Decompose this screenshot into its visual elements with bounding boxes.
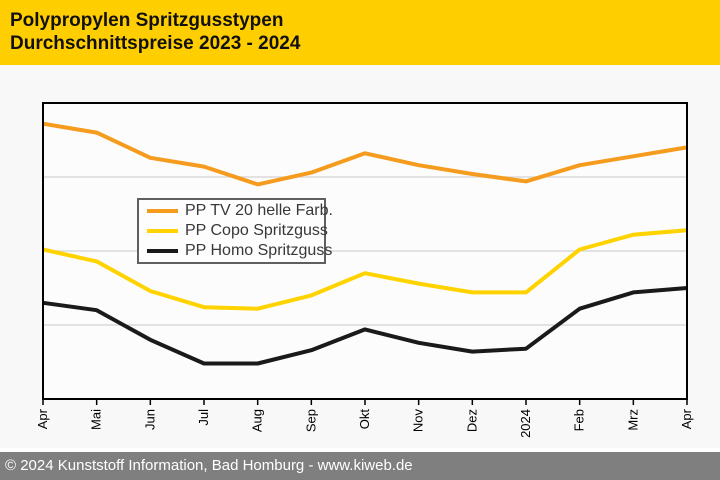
- svg-text:Feb: Feb: [572, 409, 587, 431]
- svg-text:Sep: Sep: [303, 409, 318, 432]
- svg-text:Jul: Jul: [196, 409, 211, 426]
- svg-text:Aug: Aug: [250, 409, 265, 432]
- legend-item: PP TV 20 helle Farb.: [139, 201, 333, 221]
- legend-label: PP Copo Spritzguss: [185, 222, 328, 239]
- copyright-text: © 2024 Kunststoff Information, Bad Hombu…: [5, 457, 413, 474]
- chart-title-line-2: Durchschnittspreise 2023 - 2024: [10, 33, 301, 54]
- svg-text:Mai: Mai: [89, 409, 104, 430]
- legend-label: PP TV 20 helle Farb.: [185, 202, 333, 219]
- legend-item: PP Homo Spritzguss: [139, 241, 332, 261]
- legend-item: PP Copo Spritzguss: [139, 221, 328, 241]
- legend-swatch: [147, 249, 178, 253]
- legend-swatch: [147, 229, 178, 233]
- chart-legend: PP TV 20 helle Farb. PP Copo Spritzguss …: [137, 198, 333, 264]
- footer: © 2024 Kunststoff Information, Bad Hombu…: [0, 448, 720, 480]
- svg-text:Nov: Nov: [411, 409, 426, 433]
- chart-header: Polypropylen Spritzgusstypen Durchschnit…: [0, 0, 720, 65]
- svg-text:Apr: Apr: [679, 408, 694, 429]
- chart-title-line-1: Polypropylen Spritzgusstypen: [10, 10, 284, 31]
- legend-label: PP Homo Spritzguss: [185, 242, 333, 259]
- legend-swatch: [147, 209, 178, 213]
- svg-text:Okt: Okt: [357, 409, 372, 430]
- svg-text:2024: 2024: [518, 409, 533, 438]
- svg-text:Dez: Dez: [464, 409, 479, 432]
- svg-text:Apr: Apr: [35, 408, 50, 429]
- svg-text:Jun: Jun: [142, 409, 157, 430]
- svg-text:Mrz: Mrz: [625, 409, 640, 431]
